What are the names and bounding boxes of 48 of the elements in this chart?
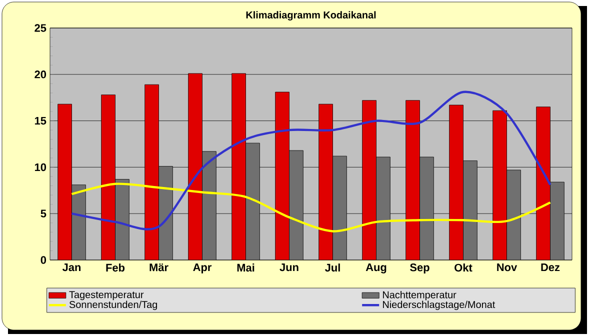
bar	[72, 184, 86, 260]
x-tick-label: Sep	[410, 264, 430, 274]
legend-label: Sonnenstunden/Tag	[69, 300, 157, 310]
bar	[550, 182, 564, 260]
bar	[101, 94, 116, 260]
bar	[332, 156, 347, 260]
bar	[506, 170, 521, 260]
y-tick-label: 10	[34, 163, 46, 172]
legend-label: Tagestemperatur	[69, 291, 144, 300]
line-series	[70, 182, 552, 232]
y-tick-label: 20	[34, 70, 46, 78]
bar	[158, 166, 173, 260]
x-tick-label: Okt	[454, 264, 472, 272]
bar	[289, 150, 304, 260]
bar	[58, 104, 72, 260]
bar	[420, 156, 434, 260]
bar	[536, 106, 550, 260]
x-tick-label: Mär	[150, 264, 168, 272]
bar	[115, 179, 130, 260]
bar	[202, 151, 216, 260]
legend-label: Nachttemperatur	[383, 291, 456, 300]
y-tick-label: 0	[40, 256, 46, 264]
x-tick-label: Nov	[497, 264, 518, 272]
bar	[275, 92, 290, 260]
bar	[318, 104, 333, 260]
legend-label: Niederschlagstage/Monat	[383, 300, 496, 310]
bar	[362, 100, 376, 260]
y-tick-label: 5	[40, 210, 46, 218]
bar	[406, 100, 420, 260]
bar	[376, 156, 390, 260]
bar	[463, 160, 478, 260]
x-tick-label: Jan	[62, 264, 81, 272]
chart-title: Klimadiagramm Kodaikanal	[246, 11, 376, 20]
x-tick-label: Mai	[237, 264, 254, 272]
bar	[492, 110, 507, 260]
y-tick-label: 25	[34, 24, 46, 32]
bar	[232, 73, 246, 260]
bar	[188, 73, 202, 260]
bar	[449, 104, 464, 260]
y-tick-label: 15	[34, 116, 46, 125]
bar	[144, 84, 159, 260]
x-tick-label: Jul	[325, 264, 340, 272]
x-tick-label: Jun	[280, 264, 298, 272]
x-tick-label: Apr	[193, 264, 212, 274]
x-tick-label: Aug	[366, 264, 386, 274]
x-tick-label: Dez	[541, 264, 560, 272]
x-tick-label: Feb	[106, 264, 125, 272]
bar	[246, 142, 260, 260]
